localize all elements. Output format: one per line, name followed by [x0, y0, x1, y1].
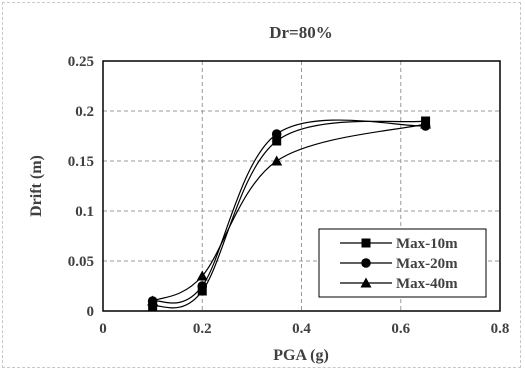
data-point — [272, 136, 282, 146]
chart-frame — [2, 2, 521, 368]
legend-label: Max-20m — [396, 256, 458, 272]
y-tick-label: 0.25 — [68, 54, 94, 70]
series-line — [152, 123, 426, 302]
data-point — [420, 118, 432, 129]
legend-entry: Max-20m — [340, 256, 458, 272]
data-point — [197, 286, 207, 296]
y-tick-label: 0.15 — [68, 154, 94, 170]
x-tick-label: 0 — [99, 321, 107, 337]
y-tick-label: 0.2 — [75, 104, 94, 120]
y-tick-label: 0 — [87, 304, 95, 320]
x-tick-label: 0.2 — [193, 321, 212, 337]
legend-label: Max-40m — [396, 276, 458, 292]
data-point — [271, 155, 283, 166]
legend-marker — [361, 258, 371, 268]
x-tick-label: 0.6 — [391, 321, 410, 337]
legend-marker — [360, 277, 372, 288]
data-point — [196, 270, 208, 281]
series-max-40m — [147, 118, 432, 306]
x-tick-label: 0.4 — [292, 321, 311, 337]
y-tick-label: 0.1 — [75, 204, 94, 220]
y-axis-label: Drift (m) — [28, 155, 45, 217]
y-tick-label: 0.05 — [68, 254, 94, 270]
data-point — [197, 281, 208, 291]
legend: Max-10m Max-20m Max-40m — [318, 228, 487, 298]
legend-entry: Max-40m — [340, 276, 458, 292]
legend-label: Max-10m — [396, 236, 458, 252]
series — [147, 116, 432, 311]
x-tick-label: 0.8 — [491, 321, 510, 337]
data-point — [271, 129, 282, 139]
tick-labels: 0 0.2 0.4 0.6 0.8 0 0.05 0.1 0.15 0.2 0.25 — [68, 54, 510, 337]
data-point — [147, 295, 159, 306]
series-line — [152, 119, 426, 304]
plot-area — [102, 60, 501, 312]
x-axis-label: PGA (g) — [273, 347, 329, 364]
legend-entry: Max-10m — [340, 236, 458, 252]
chart-title: Dr=80% — [269, 23, 333, 42]
data-point — [148, 301, 158, 311]
legend-marker — [361, 238, 371, 248]
